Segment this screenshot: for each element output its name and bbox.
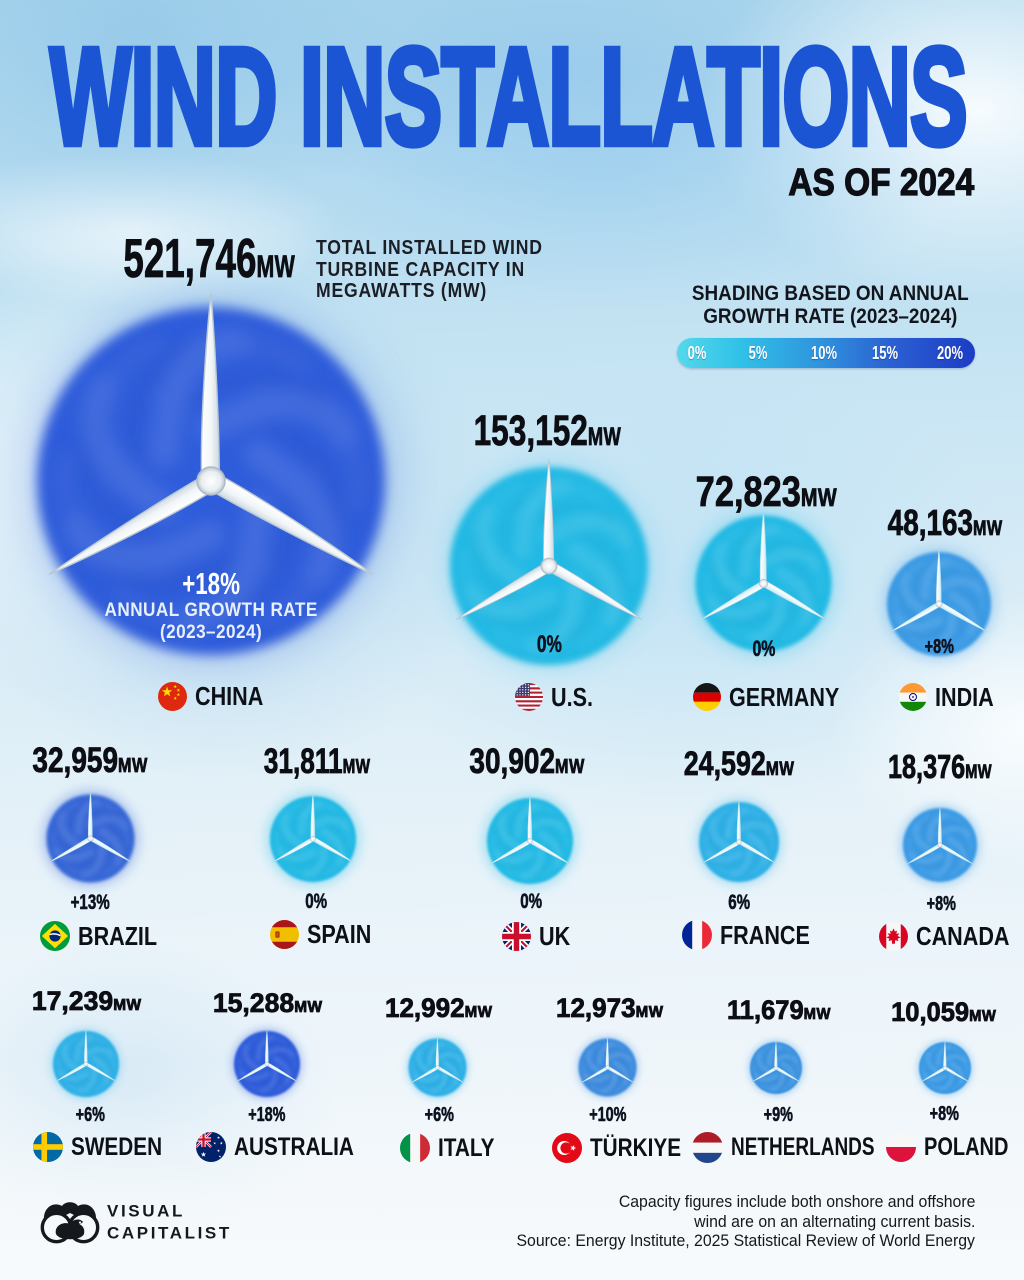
svg-text:CAPITALIST: CAPITALIST — [107, 1224, 232, 1243]
svg-text:VISUAL: VISUAL — [107, 1202, 185, 1221]
